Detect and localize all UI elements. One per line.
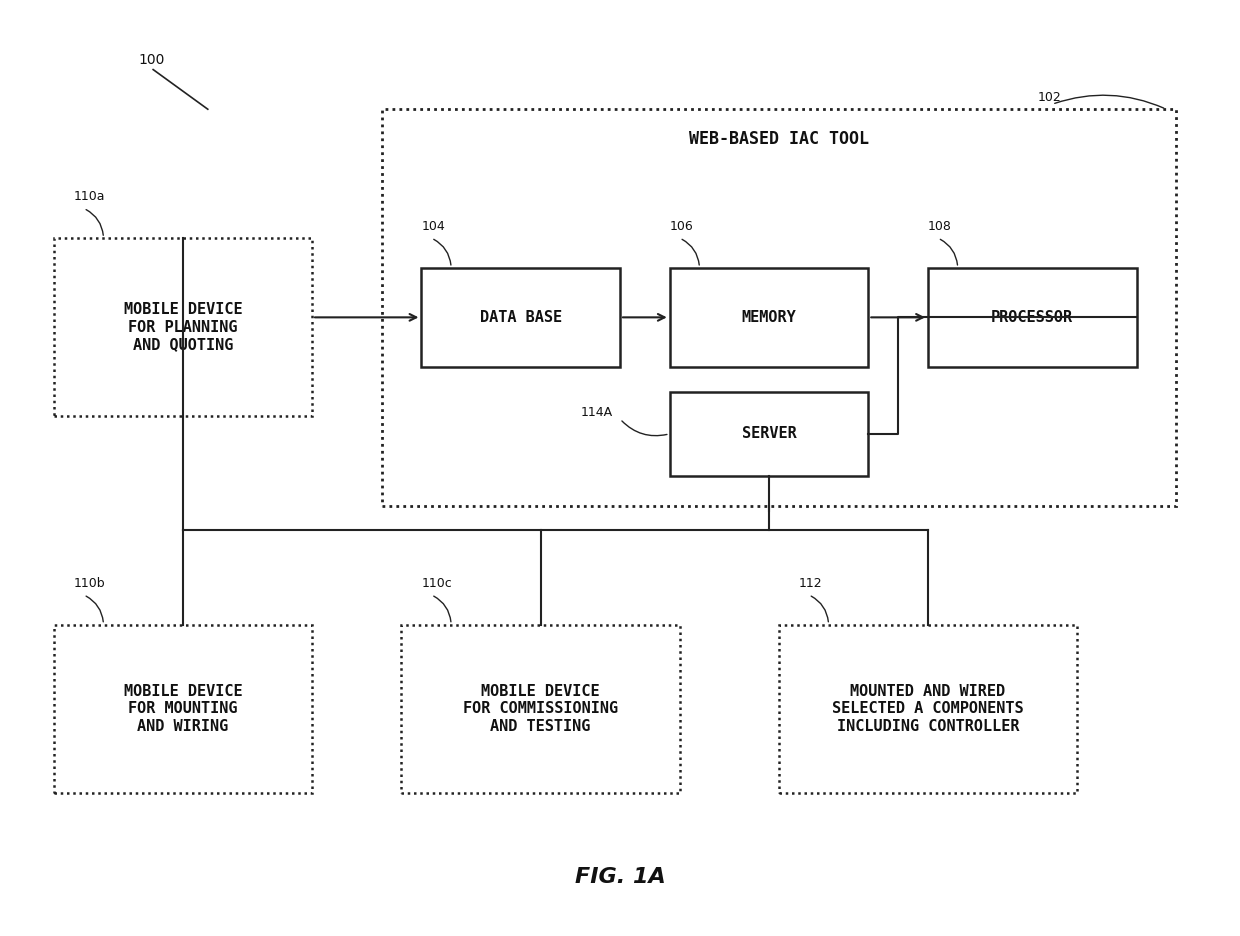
Text: 104: 104 bbox=[422, 220, 445, 233]
Text: DATA BASE: DATA BASE bbox=[480, 310, 562, 325]
Text: 102: 102 bbox=[1037, 92, 1061, 104]
Text: MOBILE DEVICE
FOR MOUNTING
AND WIRING: MOBILE DEVICE FOR MOUNTING AND WIRING bbox=[124, 684, 242, 734]
Bar bbox=[670, 391, 868, 475]
Text: 110c: 110c bbox=[422, 577, 453, 590]
Bar bbox=[670, 268, 868, 367]
Text: 106: 106 bbox=[670, 220, 693, 233]
Bar bbox=[53, 238, 312, 417]
Text: MOBILE DEVICE
FOR PLANNING
AND QUOTING: MOBILE DEVICE FOR PLANNING AND QUOTING bbox=[124, 302, 242, 352]
Text: 108: 108 bbox=[928, 220, 952, 233]
Text: 114A: 114A bbox=[580, 406, 613, 419]
Bar bbox=[382, 110, 1177, 505]
Text: WEB-BASED IAC TOOL: WEB-BASED IAC TOOL bbox=[689, 130, 869, 148]
Bar bbox=[779, 624, 1076, 793]
Text: MEMORY: MEMORY bbox=[742, 310, 796, 325]
Text: 100: 100 bbox=[138, 52, 165, 66]
Bar bbox=[422, 268, 620, 367]
Text: MOBILE DEVICE
FOR COMMISSIONING
AND TESTING: MOBILE DEVICE FOR COMMISSIONING AND TEST… bbox=[463, 684, 618, 734]
Text: MOUNTED AND WIRED
SELECTED A COMPONENTS
INCLUDING CONTROLLER: MOUNTED AND WIRED SELECTED A COMPONENTS … bbox=[832, 684, 1024, 734]
Text: 110a: 110a bbox=[73, 190, 105, 203]
Text: PROCESSOR: PROCESSOR bbox=[991, 310, 1074, 325]
Bar bbox=[53, 624, 312, 793]
Text: 110b: 110b bbox=[73, 577, 105, 590]
Text: FIG. 1A: FIG. 1A bbox=[574, 868, 666, 887]
Bar bbox=[402, 624, 680, 793]
Text: 112: 112 bbox=[799, 577, 822, 590]
Bar bbox=[928, 268, 1137, 367]
Text: SERVER: SERVER bbox=[742, 426, 796, 441]
